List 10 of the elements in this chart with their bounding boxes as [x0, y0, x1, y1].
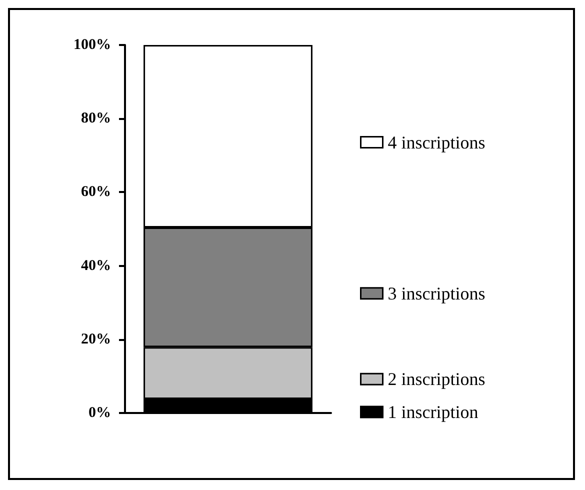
legend-label: 3 inscriptions	[388, 283, 486, 304]
y-tick-label: 20%	[81, 331, 111, 348]
y-tick-label: 60%	[81, 184, 111, 200]
legend-label: 1 inscription	[388, 402, 478, 422]
legend-label: 2 inscriptions	[388, 369, 486, 390]
y-tick-label: 100%	[74, 37, 111, 53]
legend-label: 4 inscriptions	[388, 132, 486, 152]
y-tick-label: 0%	[88, 405, 111, 421]
y-tick-label: 40%	[81, 258, 111, 274]
y-tick-label: 80%	[81, 110, 111, 127]
